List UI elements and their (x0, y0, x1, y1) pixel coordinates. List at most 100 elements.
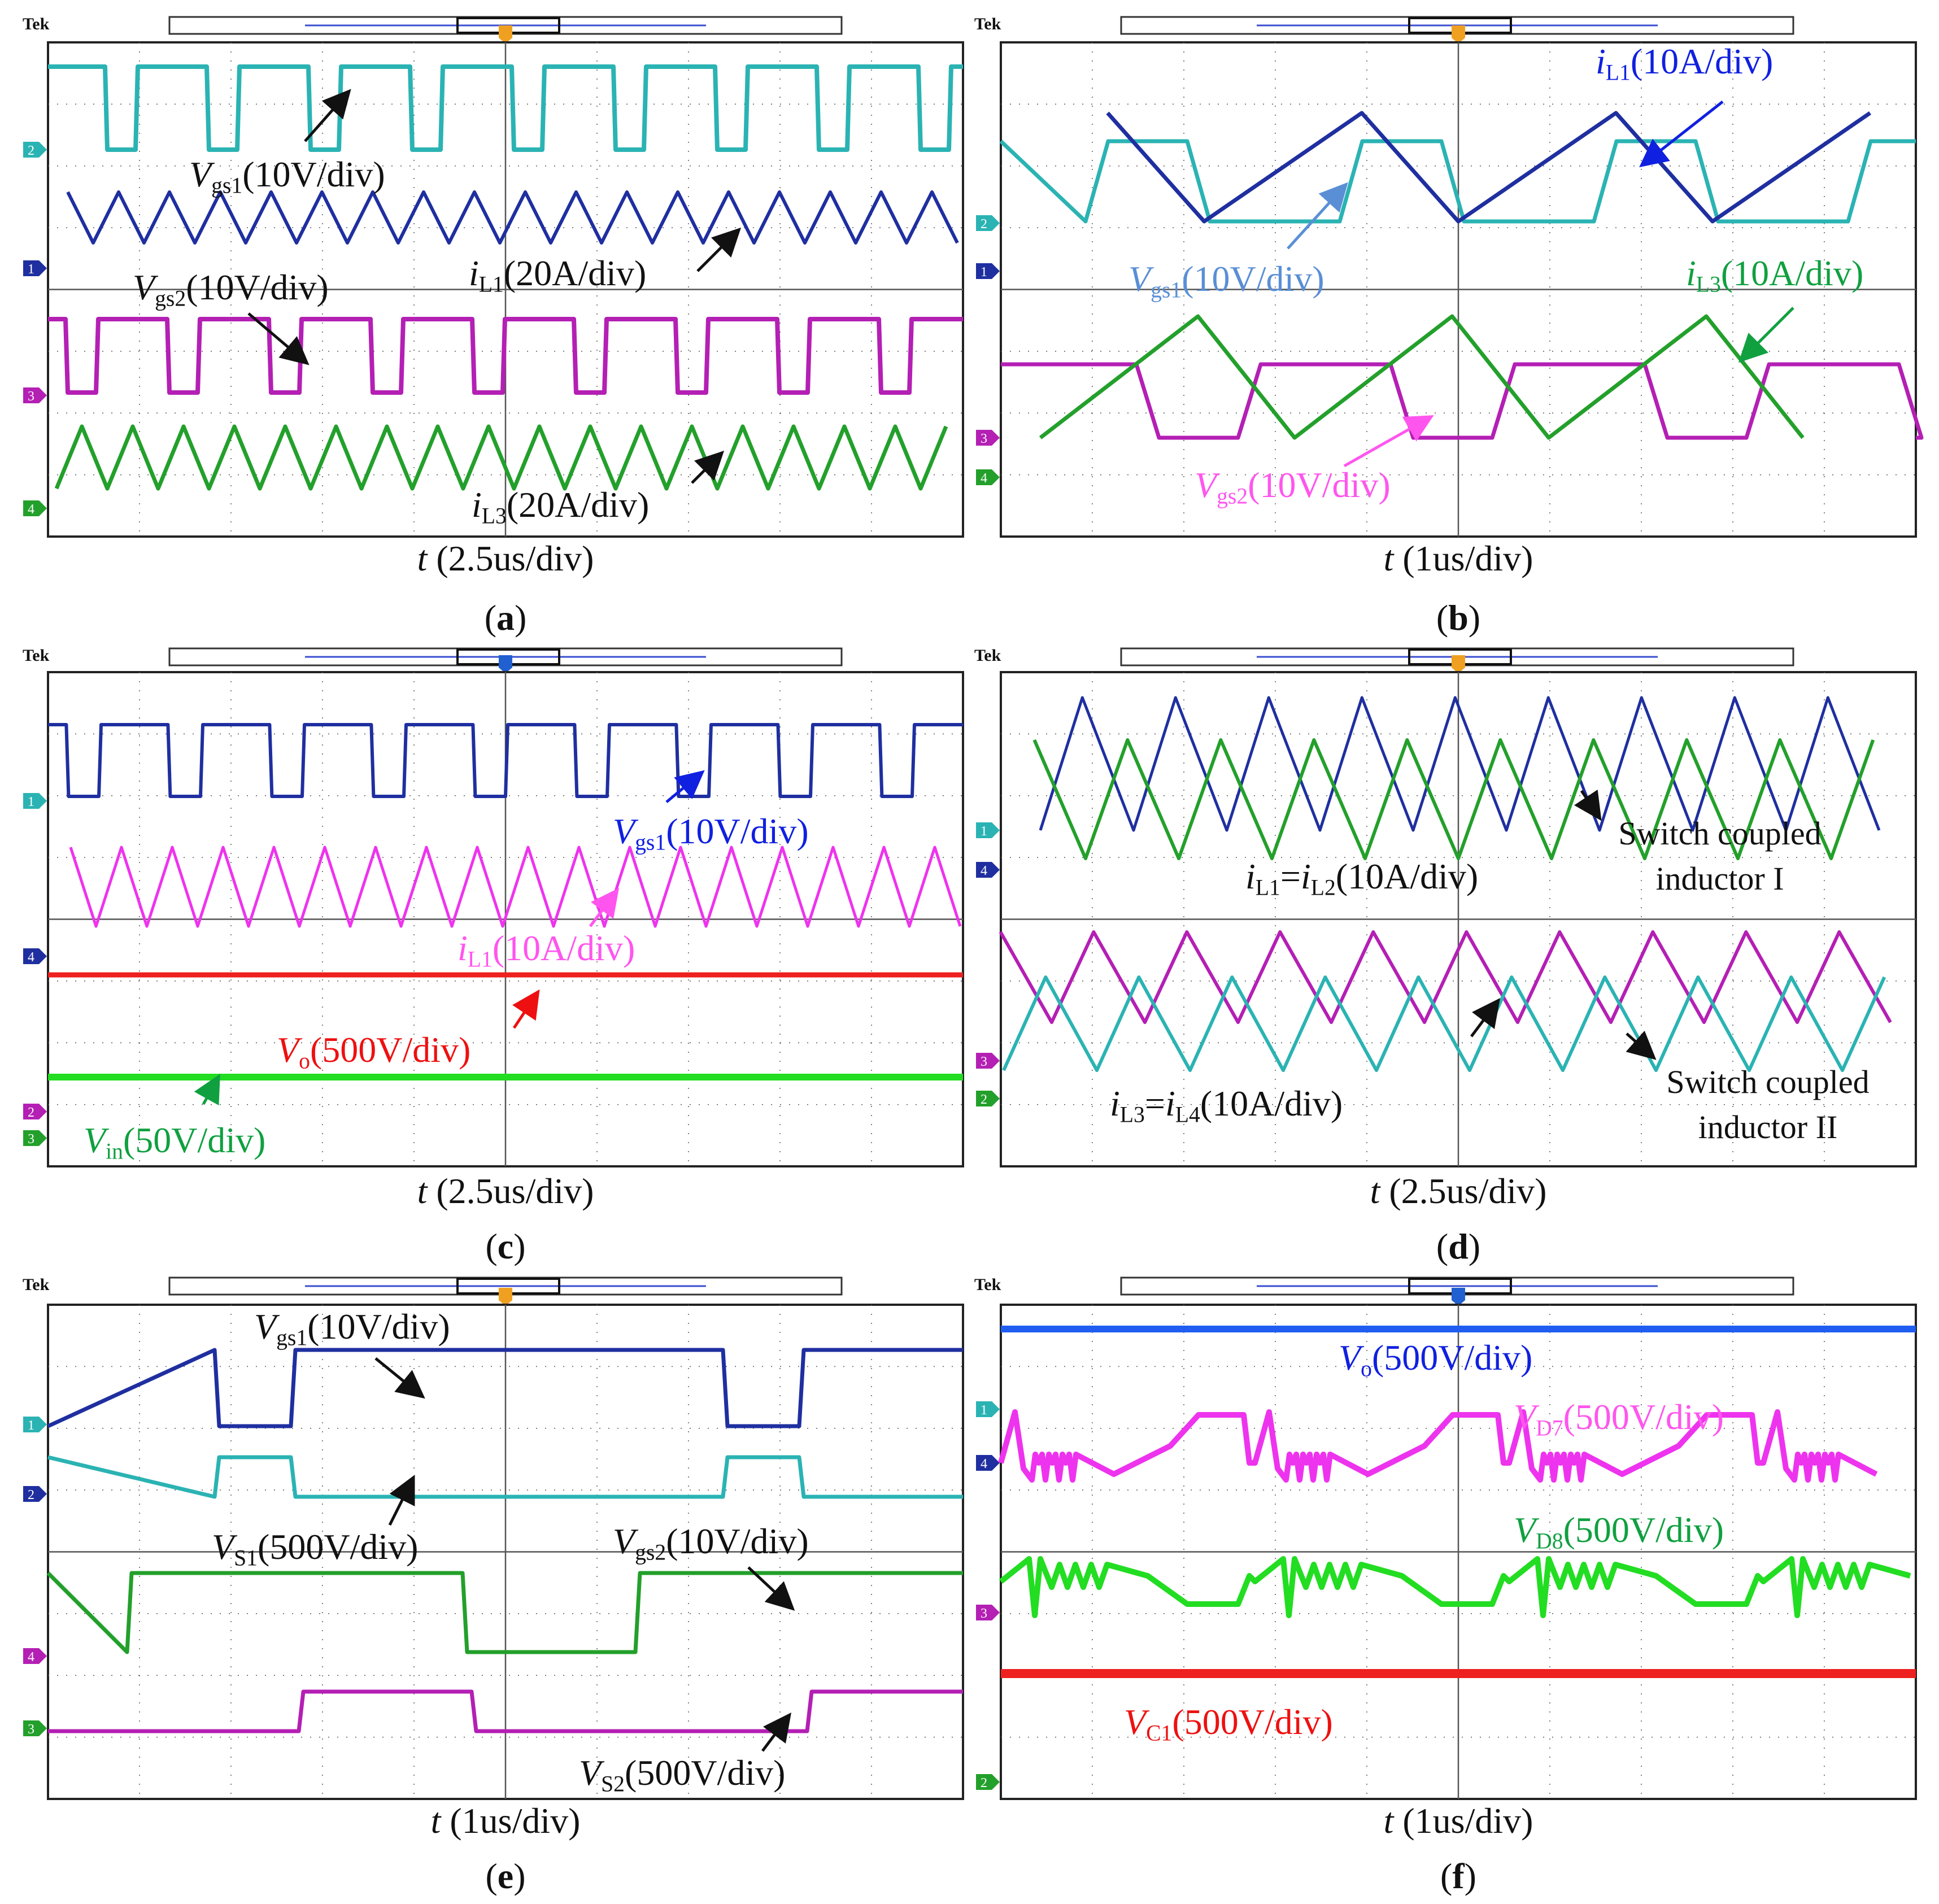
channel-marker (976, 1455, 1000, 1471)
label-main: V (613, 811, 639, 851)
channel-marker (23, 948, 47, 964)
label-il3: iL3(20A/div) (472, 485, 649, 529)
channel-marker (976, 862, 1000, 878)
trace-il3 (54, 424, 948, 491)
channel-marker-label: 2 (28, 143, 34, 158)
time-div: (2.5us/div) (427, 1171, 594, 1211)
label-sub: C1 (1146, 1721, 1172, 1746)
tek-label: Tek (23, 15, 50, 33)
channel-marker (976, 1401, 1000, 1417)
label-main: i (472, 485, 482, 525)
label-main: V (254, 1306, 280, 1347)
caption-letter: b (1448, 598, 1469, 638)
arrow-il1 (589, 888, 619, 927)
channel-marker (23, 142, 47, 158)
note-sci2_line1: Switch coupled (1666, 1064, 1869, 1100)
channel-marker-label: 4 (981, 471, 987, 486)
label-sub: o (1361, 1357, 1372, 1382)
label-sub2: L2 (1311, 875, 1336, 900)
trace-il1 (66, 190, 959, 245)
label-rest: (10V/div) (1248, 465, 1390, 505)
label-rest: (10V/div) (186, 267, 328, 307)
channel-marker (976, 1091, 1000, 1106)
arrow-il1 (696, 227, 742, 272)
time-div: (1us/div) (441, 1801, 580, 1841)
trace-il1 (1039, 696, 1881, 832)
arrow-vgs1 (374, 1357, 425, 1399)
label-main: V (1195, 465, 1221, 505)
arrow-vgs2 (1343, 415, 1434, 468)
label-sub: L1 (479, 272, 504, 297)
label-vgs2: Vgs2(10V/div) (1195, 465, 1391, 509)
note-sci1_line1: Switch coupled (1618, 815, 1821, 852)
trace-il3 (1039, 314, 1805, 440)
label-vo: Vo(500V/div) (277, 1030, 470, 1074)
trace-vs1 (47, 1455, 963, 1499)
channel-marker (976, 822, 1000, 838)
label-vgs1: Vgs1(10V/div) (189, 154, 385, 198)
arrow-vs1 (388, 1475, 415, 1526)
channel-marker-label: 2 (28, 1488, 34, 1502)
time-symbol: t (417, 1171, 429, 1211)
label-main: i (457, 928, 468, 968)
trace-il1 (1106, 111, 1871, 224)
label-rest: (500V/div) (1563, 1397, 1724, 1437)
arrow-vgs1 (665, 770, 705, 803)
channel-marker-label: 3 (981, 1606, 987, 1621)
label-rest: (20A/div) (507, 485, 649, 525)
arrow-vgs2 (747, 1566, 795, 1611)
channel-marker (23, 1130, 47, 1146)
arrow-il3 (1470, 998, 1500, 1038)
label-main2: i (1301, 856, 1311, 896)
label-rest: (20A/div) (504, 253, 646, 293)
label-il1: iL1(10A/div) (1596, 41, 1773, 85)
channel-marker (23, 793, 47, 809)
label-vs1: VS1(500V/div) (212, 1527, 418, 1571)
tek-label: Tek (23, 1275, 50, 1294)
time-symbol: t (417, 538, 429, 578)
label-rest: (500V/div) (258, 1527, 418, 1567)
time-axis-label: t (1us/div) (1384, 538, 1533, 578)
channel-marker-label: 1 (28, 262, 34, 277)
label-sub: L3 (1120, 1103, 1145, 1127)
label-rest: (10A/div) (1721, 253, 1863, 293)
label-main: V (1514, 1397, 1540, 1437)
label-rest: (500V/div) (1372, 1337, 1532, 1378)
label-vd7: VD7(500V/div) (1514, 1397, 1724, 1441)
channel-marker (23, 1104, 47, 1119)
trigger-marker (1452, 25, 1465, 43)
channel-marker-label: 1 (981, 1403, 987, 1418)
label-rest: (10A/div) (1631, 41, 1773, 81)
trace-vgs2 (46, 1571, 963, 1654)
label-rest: (500V/div) (310, 1030, 470, 1070)
caption-letter: a (496, 598, 515, 638)
trace-vgs2 (48, 317, 963, 395)
label-sub: gs2 (155, 286, 186, 311)
label-main: i (1686, 253, 1696, 293)
label-rest: (10V/div) (1182, 259, 1324, 299)
label-main: V (84, 1120, 110, 1160)
trace-vd8 (999, 1556, 1911, 1618)
label-rest: (10V/div) (666, 811, 808, 851)
channel-marker-label: 4 (28, 1650, 34, 1665)
label-vd8: VD8(500V/div) (1514, 1510, 1724, 1554)
time-axis-label: t (1us/div) (1384, 1801, 1533, 1841)
label-sub: o (299, 1049, 310, 1074)
channel-marker (976, 1774, 1000, 1790)
label-rest: (500V/div) (1172, 1702, 1332, 1742)
caption-letter: e (498, 1856, 513, 1896)
channel-marker-label: 3 (28, 1722, 34, 1737)
trace-vgs1 (47, 1348, 963, 1428)
arrow-vo (512, 989, 540, 1029)
time-axis-label: t (1us/div) (431, 1801, 581, 1841)
label-rest: (500V/div) (625, 1753, 785, 1793)
panel-caption: (a) (485, 598, 527, 638)
trigger-marker (499, 1288, 512, 1306)
trace-vs2 (48, 1689, 963, 1733)
